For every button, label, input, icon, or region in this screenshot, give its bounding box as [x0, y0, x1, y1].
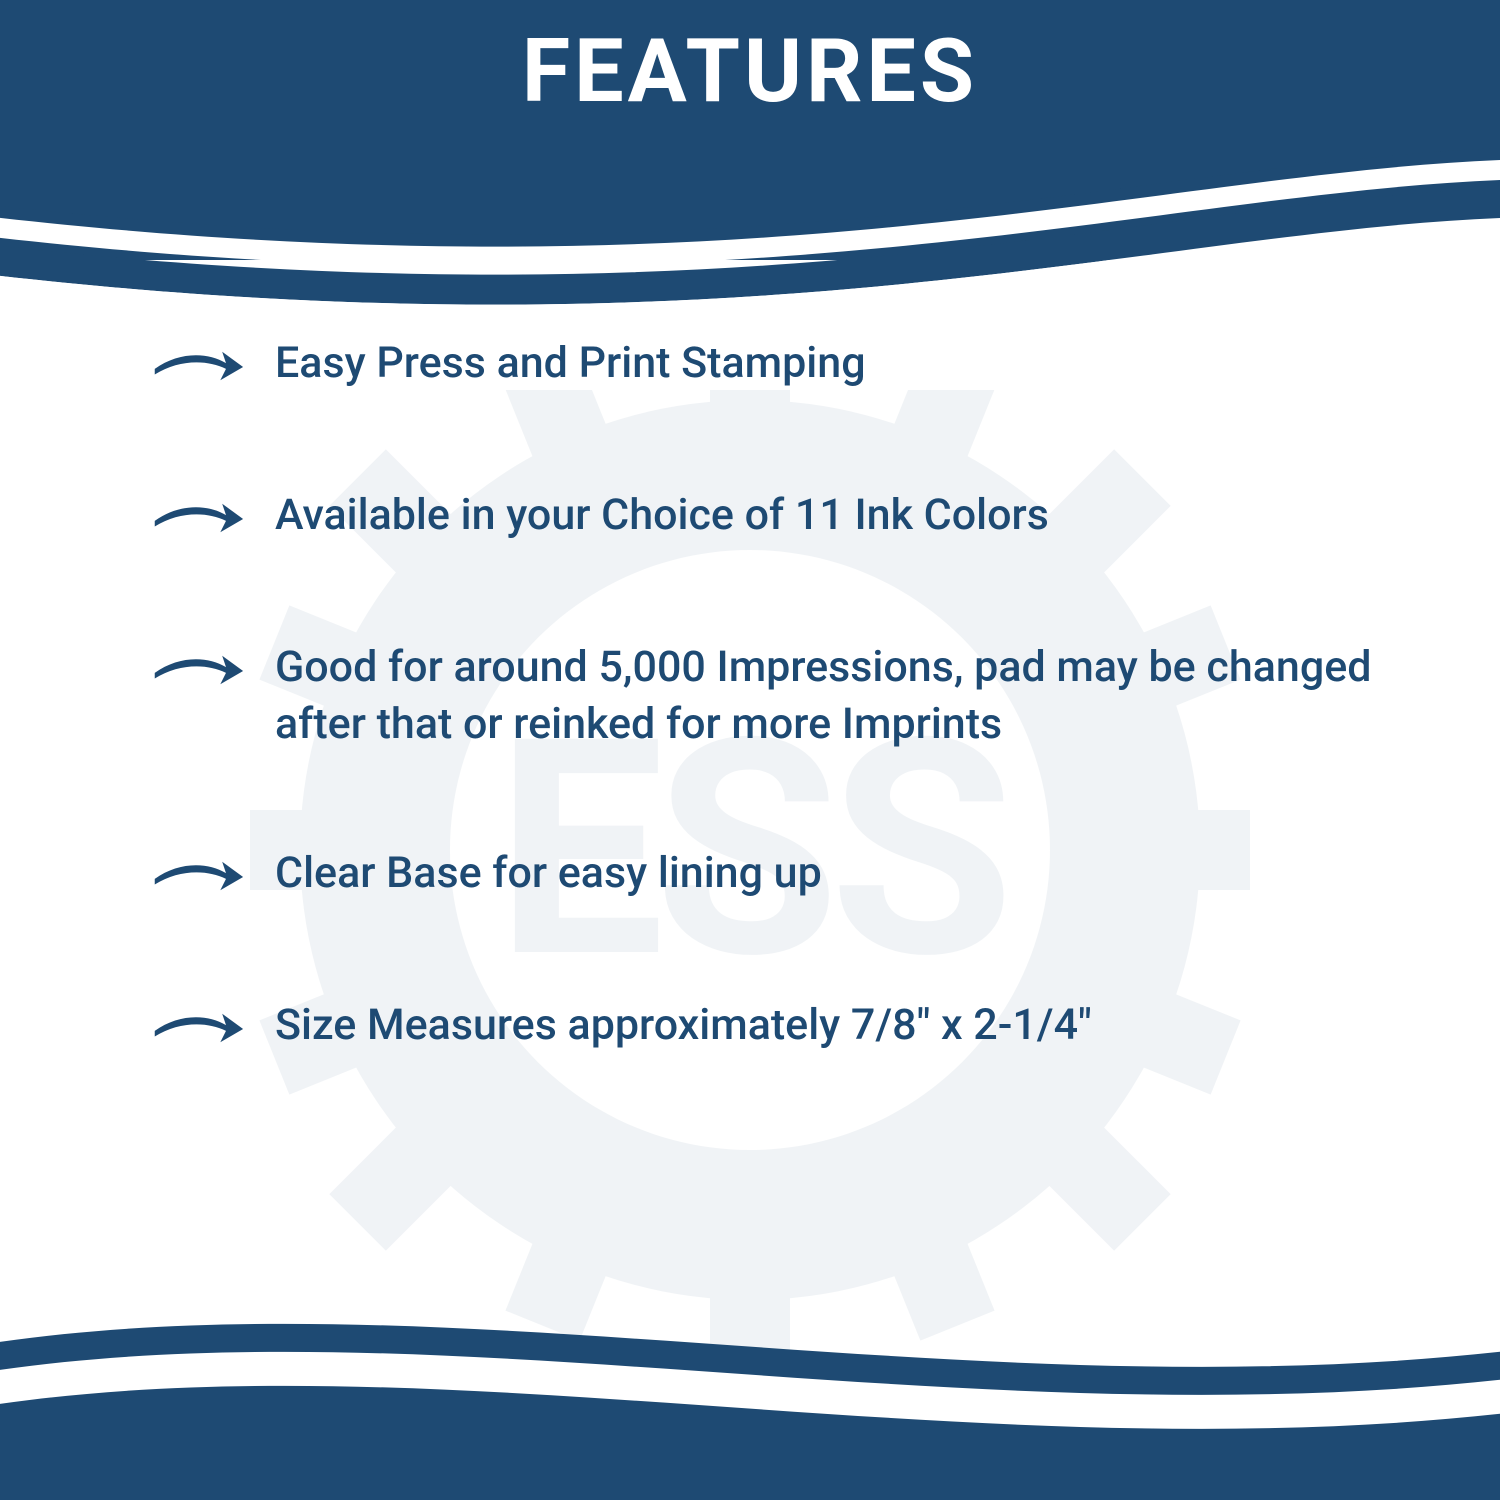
arrow-icon — [150, 341, 265, 395]
arrow-icon — [150, 851, 265, 905]
arrow-icon — [150, 645, 265, 699]
list-item: Good for around 5,000 Impressions, pad m… — [150, 639, 1410, 753]
arrow-icon — [150, 1003, 265, 1057]
feature-text: Available in your Choice of 11 Ink Color… — [265, 487, 1410, 544]
list-item: Easy Press and Print Stamping — [150, 335, 1410, 395]
page-title: FEATURES — [0, 0, 1500, 123]
list-item: Clear Base for easy lining up — [150, 845, 1410, 905]
feature-text: Size Measures approximately 7/8" x 2-1/4… — [265, 997, 1410, 1054]
list-item: Size Measures approximately 7/8" x 2-1/4… — [150, 997, 1410, 1057]
list-item: Available in your Choice of 11 Ink Color… — [150, 487, 1410, 547]
feature-text: Easy Press and Print Stamping — [265, 335, 1410, 392]
infographic-canvas: FEATURES — [0, 0, 1500, 1500]
feature-text: Good for around 5,000 Impressions, pad m… — [265, 639, 1410, 753]
feature-text: Clear Base for easy lining up — [265, 845, 1410, 902]
arrow-icon — [150, 493, 265, 547]
header-band: FEATURES — [0, 0, 1500, 260]
feature-list: Easy Press and Print Stamping Available … — [150, 335, 1410, 1149]
